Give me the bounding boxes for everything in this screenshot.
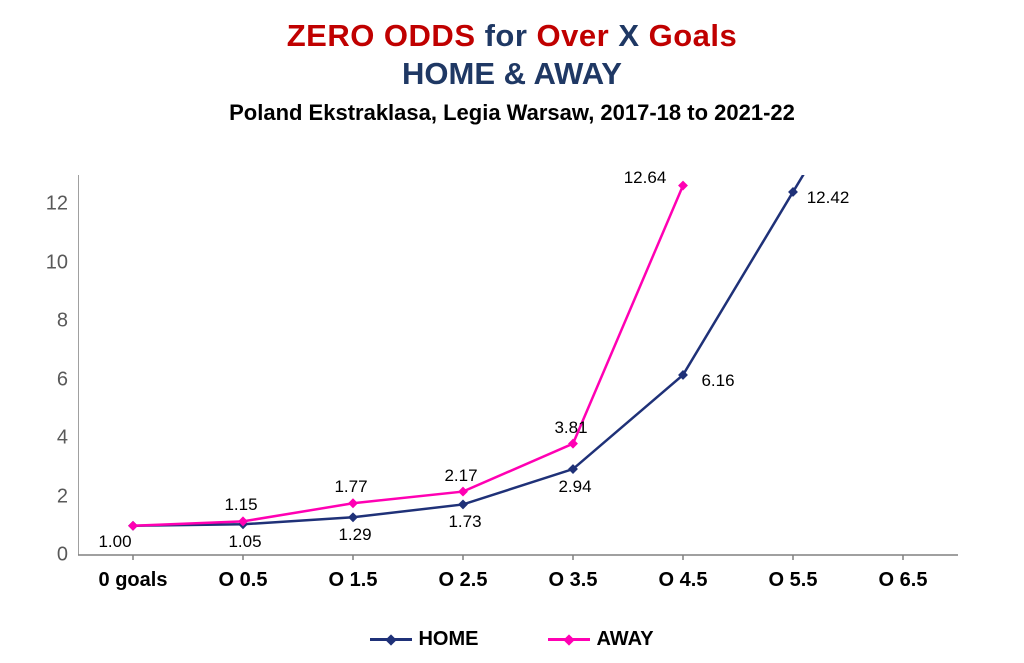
data-label: 12.64 [624,168,667,188]
legend-line-icon [370,638,412,641]
chart-title-line1: ZERO ODDS for Over X Goals [0,18,1024,54]
y-tick-label: 0 [28,544,68,567]
chart-title-line2: HOME & AWAY [0,56,1024,92]
marker-away [568,439,578,449]
x-tick-label: O 4.5 [659,569,708,592]
data-label: 2.94 [558,477,591,497]
legend-item-home: HOME [370,628,478,651]
legend-line-icon [548,638,590,641]
chart-plot-area [78,175,958,555]
chart-svg [78,175,958,560]
marker-away [678,181,688,191]
data-label: 1.00 [98,532,131,552]
x-tick-label: O 5.5 [769,569,818,592]
title-block: ZERO ODDS for Over X Goals HOME & AWAY P… [0,0,1024,126]
chart-subtitle: Poland Ekstraklasa, Legia Warsaw, 2017-1… [0,100,1024,126]
y-tick-label: 6 [28,368,68,391]
x-tick-label: O 3.5 [549,569,598,592]
data-label: 3.81 [554,418,587,438]
data-label: 2.17 [444,466,477,486]
data-label: 1.29 [338,525,371,545]
x-tick-label: O 6.5 [879,569,928,592]
y-tick-label: 8 [28,310,68,333]
y-tick-label: 4 [28,427,68,450]
legend-label: HOME [418,628,478,651]
legend-item-away: AWAY [548,628,653,651]
chart-legend: HOME AWAY [0,628,1024,651]
legend-label: AWAY [596,628,653,651]
marker-away [128,521,138,531]
data-label: 12.42 [807,188,850,208]
marker-away [458,487,468,497]
series-line-away [133,186,683,526]
x-tick-label: O 2.5 [439,569,488,592]
data-label: 1.05 [228,532,261,552]
data-label: 1.73 [448,512,481,532]
marker-away [348,498,358,508]
legend-marker-icon [564,634,575,645]
data-label: 1.77 [334,477,367,497]
chart-container: ZERO ODDS for Over X Goals HOME & AWAY P… [0,0,1024,663]
marker-home [458,499,468,509]
x-tick-label: O 1.5 [329,569,378,592]
y-tick-label: 12 [28,193,68,216]
data-label: 6.16 [701,371,734,391]
x-tick-label: 0 goals [99,569,168,592]
marker-home [348,512,358,522]
x-tick-label: O 0.5 [219,569,268,592]
data-label: 1.15 [224,495,257,515]
y-tick-label: 10 [28,251,68,274]
legend-marker-icon [386,634,397,645]
y-tick-label: 2 [28,485,68,508]
